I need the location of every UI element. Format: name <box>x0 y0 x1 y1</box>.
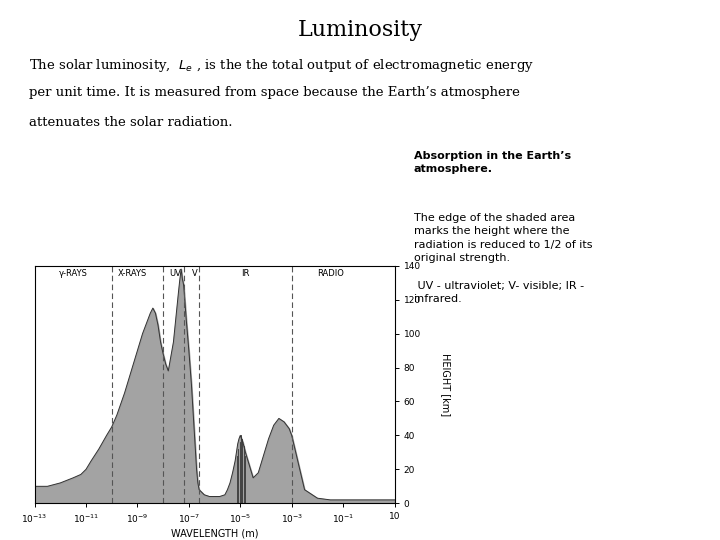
Text: attenuates the solar radiation.: attenuates the solar radiation. <box>29 116 233 129</box>
Text: γ-RAYS: γ-RAYS <box>59 269 88 278</box>
Text: UV: UV <box>168 269 181 278</box>
Text: IR: IR <box>241 269 250 278</box>
Text: UV - ultraviolet; V- visible; IR -
infrared.: UV - ultraviolet; V- visible; IR - infra… <box>414 281 584 304</box>
Text: per unit time. It is measured from space because the Earth’s atmosphere: per unit time. It is measured from space… <box>29 86 520 99</box>
Text: X-RAYS: X-RAYS <box>117 269 147 278</box>
Text: The edge of the shaded area
marks the height where the
radiation is reduced to 1: The edge of the shaded area marks the he… <box>414 213 593 263</box>
X-axis label: WAVELENGTH (m): WAVELENGTH (m) <box>171 529 258 539</box>
Text: V: V <box>192 269 197 278</box>
Text: Absorption in the Earth’s
atmosphere.: Absorption in the Earth’s atmosphere. <box>414 151 571 173</box>
Text: The solar luminosity,  $L_e$ , is the the total output of electromagnetic energy: The solar luminosity, $L_e$ , is the the… <box>29 57 534 73</box>
Text: RADIO: RADIO <box>317 269 343 278</box>
Text: Luminosity: Luminosity <box>297 19 423 41</box>
Y-axis label: HEIGHT [km]: HEIGHT [km] <box>441 353 451 416</box>
